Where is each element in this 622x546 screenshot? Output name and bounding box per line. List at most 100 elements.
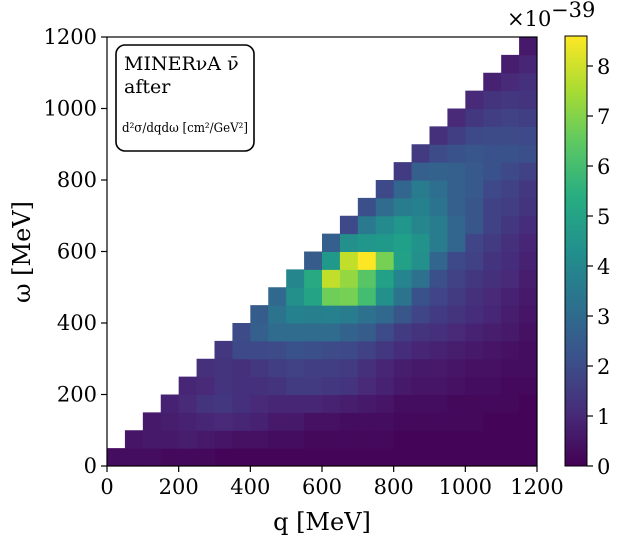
- heatmap-cell: [447, 287, 466, 306]
- colorbar: [564, 35, 588, 467]
- heatmap-cell: [178, 376, 198, 396]
- heatmap-cell: [339, 215, 359, 235]
- y-axis-label: ω [MeV]: [8, 201, 36, 303]
- heatmap-cell: [375, 197, 395, 217]
- heatmap-cell: [375, 448, 395, 467]
- heatmap-cell: [465, 376, 484, 396]
- x-tick-label: 800: [374, 475, 414, 499]
- heatmap-cell: [250, 376, 269, 396]
- heatmap-cell: [519, 72, 538, 92]
- heatmap-cell: [501, 144, 520, 163]
- heatmap-cell: [393, 180, 413, 199]
- heatmap-cell: [429, 197, 448, 217]
- y-tick-label: 0: [84, 454, 97, 478]
- heatmap-cell: [519, 394, 538, 413]
- heatmap-cell: [519, 376, 538, 396]
- heatmap-cell: [304, 430, 323, 449]
- heatmap-cell: [339, 305, 359, 324]
- heatmap-cell: [322, 394, 341, 413]
- heatmap-cell: [357, 269, 377, 288]
- heatmap-cell: [411, 394, 430, 413]
- heatmap-cell: [214, 376, 233, 396]
- heatmap-cell: [357, 394, 377, 413]
- heatmap-cell: [483, 269, 502, 288]
- heatmap-cell: [465, 269, 484, 288]
- heatmap-cell: [447, 376, 466, 396]
- colorbar-tick-label: 3: [597, 305, 610, 329]
- heatmap-cell: [465, 197, 484, 217]
- heatmap-cell: [268, 287, 287, 306]
- heatmap-cell: [501, 358, 520, 378]
- heatmap-cell: [501, 340, 520, 360]
- heatmap-cell: [429, 215, 448, 235]
- y-axis-ticks: 0 200 400 600 800 1000 1200: [44, 25, 107, 478]
- heatmap-cell: [465, 162, 484, 181]
- heatmap-cell: [196, 358, 215, 378]
- heatmap-cell: [429, 162, 448, 181]
- heatmap-cell: [357, 251, 377, 270]
- heatmap-cell: [304, 269, 323, 288]
- heatmap-cell: [375, 233, 395, 252]
- heatmap-cell: [465, 394, 484, 413]
- colorbar-tick-label: 8: [597, 55, 610, 79]
- heatmap-cell: [286, 305, 305, 324]
- heatmap-cell: [519, 448, 538, 467]
- heatmap-cell: [429, 305, 448, 324]
- heatmap-cell: [214, 412, 233, 431]
- heatmap-cell: [357, 412, 377, 431]
- heatmap-cell: [339, 430, 359, 449]
- heatmap-cell: [375, 376, 395, 396]
- heatmap-cell: [178, 430, 198, 449]
- heatmap-cell: [519, 37, 538, 56]
- heatmap-cell: [322, 287, 341, 306]
- heatmap-cell: [429, 358, 448, 378]
- heatmap-cell: [250, 340, 269, 360]
- heatmap-cell: [519, 197, 538, 217]
- heatmap-cell: [357, 340, 377, 360]
- heatmap-cell: [447, 323, 466, 342]
- heatmap-cell: [519, 269, 538, 288]
- heatmap-cell: [268, 394, 287, 413]
- heatmap-cell: [214, 430, 233, 449]
- heatmap-cell: [375, 340, 395, 360]
- heatmap-cell: [393, 305, 413, 324]
- heatmap-cell: [322, 251, 341, 270]
- heatmap-cell: [250, 430, 269, 449]
- y-tick-label: 1000: [44, 97, 97, 121]
- heatmap-cell: [465, 305, 484, 324]
- heatmap-cell: [483, 376, 502, 396]
- heatmap-cell: [142, 412, 162, 431]
- heatmap-cell: [214, 340, 233, 360]
- heatmap-cell: [447, 180, 466, 199]
- heatmap-cell: [447, 269, 466, 288]
- heatmap-cell: [357, 215, 377, 235]
- heatmap-cell: [519, 144, 538, 163]
- heatmap-cell: [250, 412, 269, 431]
- heatmap-cell: [447, 430, 466, 449]
- heatmap-cell: [411, 197, 430, 217]
- heatmap-cell: [501, 251, 520, 270]
- heatmap-cell: [465, 144, 484, 163]
- heatmap-cell: [465, 358, 484, 378]
- heatmap-cell: [160, 394, 180, 413]
- heatmap-cell: [447, 412, 466, 431]
- colorbar-tick-label: 0: [597, 455, 610, 479]
- heatmap-cell: [465, 340, 484, 360]
- y-tick-label: 400: [57, 311, 97, 335]
- colorbar-tick-label: 7: [597, 105, 610, 129]
- heatmap-cell: [142, 430, 162, 449]
- heatmap-cell: [411, 269, 430, 288]
- heatmap-cell: [304, 358, 323, 378]
- heatmap-cell: [196, 430, 215, 449]
- heatmap-cell: [519, 162, 538, 181]
- heatmap-cell: [483, 233, 502, 252]
- heatmap-cell: [501, 287, 520, 306]
- heatmap-cell: [501, 72, 520, 92]
- y-tick-label: 1200: [44, 25, 97, 49]
- heatmap-cell: [501, 126, 520, 145]
- heatmap-cell: [357, 430, 377, 449]
- heatmap-cell: [393, 287, 413, 306]
- heatmap-cell: [465, 180, 484, 199]
- heatmap-cell: [250, 305, 269, 324]
- heatmap-cell: [501, 108, 520, 127]
